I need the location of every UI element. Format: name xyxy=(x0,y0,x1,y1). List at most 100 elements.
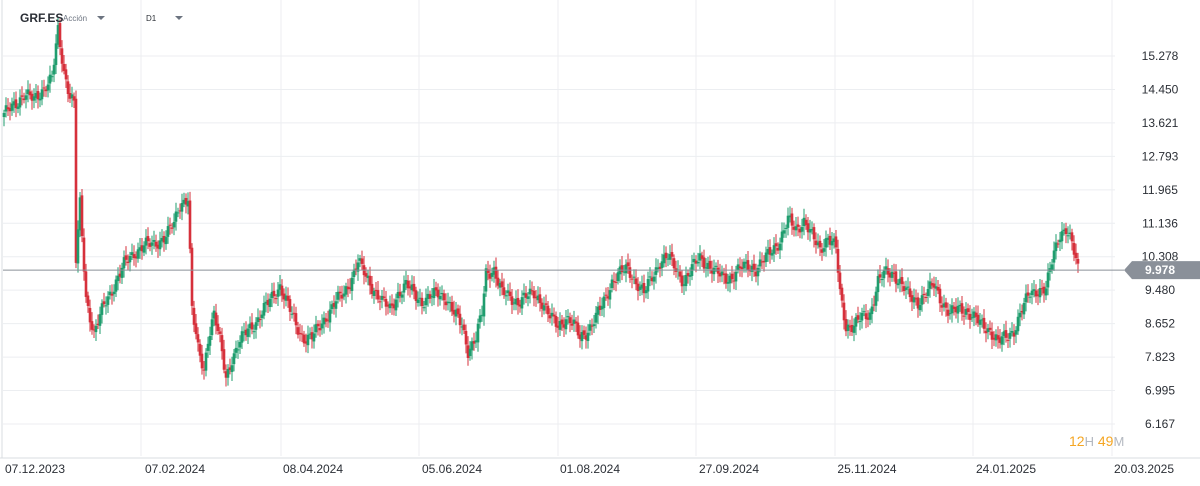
candle xyxy=(498,278,502,297)
candle xyxy=(864,303,868,329)
candle xyxy=(40,80,44,106)
candle xyxy=(692,252,696,271)
candle xyxy=(420,292,424,315)
candle xyxy=(44,85,48,98)
candle xyxy=(730,265,734,284)
candle-body xyxy=(546,305,550,315)
candle-body xyxy=(168,224,172,226)
candle xyxy=(910,290,914,311)
candle xyxy=(710,260,714,283)
candle-body xyxy=(1058,239,1062,243)
candle xyxy=(1018,303,1022,327)
candle-body xyxy=(310,332,314,340)
chevron-down-icon[interactable] xyxy=(97,16,105,20)
candle-body xyxy=(110,293,114,296)
candle-body xyxy=(688,275,692,277)
candle-body xyxy=(236,349,240,351)
candle-body xyxy=(108,291,112,296)
candle-body xyxy=(614,281,618,283)
candle-body xyxy=(94,325,98,333)
candle xyxy=(610,274,614,293)
candle-body xyxy=(874,291,878,306)
candle xyxy=(320,314,324,335)
candle xyxy=(726,273,730,292)
candle xyxy=(10,97,14,116)
candle xyxy=(862,304,866,317)
candle xyxy=(396,282,400,308)
candle xyxy=(98,306,102,335)
candle-body xyxy=(50,76,54,78)
candle xyxy=(706,256,710,277)
candle-body xyxy=(552,314,556,317)
candle xyxy=(564,309,568,335)
candle-body xyxy=(238,341,242,348)
candle-body xyxy=(910,295,914,302)
candle-body xyxy=(266,299,270,306)
candle xyxy=(832,233,836,249)
candle xyxy=(804,214,808,230)
candle xyxy=(772,237,776,262)
candle-body xyxy=(48,74,52,84)
candle xyxy=(800,218,804,239)
candle-body xyxy=(870,306,874,315)
candle-body xyxy=(582,330,586,335)
candle-body xyxy=(120,267,124,278)
candle-body xyxy=(22,98,26,101)
candle-body xyxy=(92,329,96,331)
candle-countdown: 12H 49M xyxy=(1069,433,1124,449)
candle-body xyxy=(14,99,18,109)
candle xyxy=(316,320,320,336)
candle xyxy=(668,245,672,265)
candle xyxy=(446,292,450,311)
symbol-label[interactable]: GRF.ES xyxy=(20,11,64,25)
candle xyxy=(670,243,674,266)
candle-body xyxy=(96,323,100,325)
timeframe-selector[interactable]: D1 xyxy=(146,14,157,23)
candle xyxy=(442,289,446,310)
candle-body xyxy=(210,319,214,336)
candle-body xyxy=(124,255,128,260)
candle-body xyxy=(798,228,802,233)
candle xyxy=(914,289,918,306)
candle-body xyxy=(944,302,948,308)
candle xyxy=(572,310,576,332)
candle-body xyxy=(334,301,338,309)
candle xyxy=(176,207,180,218)
candle xyxy=(972,307,976,327)
candle xyxy=(56,17,60,49)
candle xyxy=(188,191,192,254)
candle xyxy=(60,40,64,73)
candle-body xyxy=(732,280,736,282)
instrument-type-label: Acción xyxy=(63,14,88,23)
candle-body xyxy=(1016,316,1020,332)
candle xyxy=(634,269,638,291)
candle-body xyxy=(144,237,148,246)
candle xyxy=(650,271,654,286)
candle-body xyxy=(196,334,200,343)
candle xyxy=(526,292,530,307)
candle-body xyxy=(232,353,236,365)
candle-body xyxy=(972,311,976,318)
candle xyxy=(944,297,948,317)
candle-body xyxy=(502,287,506,295)
candle-body xyxy=(608,290,612,300)
candle xyxy=(20,86,24,106)
candle-body xyxy=(476,323,480,343)
candle-body xyxy=(468,348,472,357)
candle-body xyxy=(952,306,956,309)
candle-body xyxy=(430,296,434,298)
candle xyxy=(820,243,824,261)
candle xyxy=(326,310,330,328)
candle xyxy=(128,251,132,272)
candle xyxy=(606,286,610,306)
chevron-down-icon[interactable] xyxy=(175,16,183,20)
candle xyxy=(924,292,928,303)
y-tick-label: 11.965 xyxy=(1142,183,1178,197)
candle xyxy=(478,308,482,329)
candle-body xyxy=(46,84,50,91)
candle-body xyxy=(896,283,900,286)
candle-body xyxy=(402,283,406,293)
candle-body xyxy=(200,353,204,369)
candle-body xyxy=(448,301,452,304)
